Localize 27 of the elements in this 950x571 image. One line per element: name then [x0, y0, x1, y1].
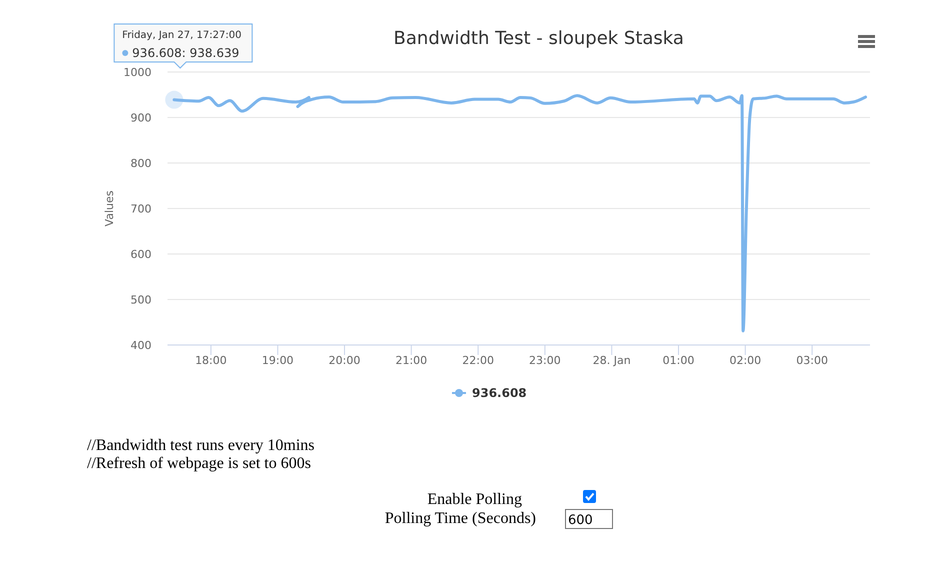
x-tick-label: 21:00 — [395, 354, 428, 367]
x-tick-label: 19:00 — [262, 354, 294, 367]
text: 936.608: 938.639 — [132, 46, 240, 60]
x-tick-label: 20:00 — [328, 354, 360, 367]
legend-label: 936.608 — [472, 386, 527, 400]
y-tick-label: 1000 — [124, 66, 152, 79]
y-tick-label: 700 — [130, 202, 152, 216]
x-tick-label: 01:00 — [662, 354, 694, 367]
text: Polling Time (Seconds) — [384, 510, 536, 527]
x-tick-label: 22:00 — [462, 354, 494, 367]
x-tick-label: 28. Jan — [592, 354, 631, 367]
text: Enable Polling — [427, 491, 522, 508]
text: 600 — [568, 513, 593, 528]
y-tick-label: 600 — [130, 248, 152, 261]
text: Friday, Jan 27, 17:27:00 — [122, 30, 242, 41]
text: //Bandwidth test runs every 10mins — [87, 437, 315, 454]
text: //Refresh of webpage is set to 600s — [87, 455, 311, 472]
x-tick-label: 03:00 — [796, 354, 828, 367]
y-tick-label: 900 — [130, 112, 152, 124]
x-tick-label: 02:00 — [729, 354, 762, 367]
y-tick-label: 800 — [130, 157, 152, 170]
x-tick-label: 23:00 — [529, 354, 561, 367]
y-tick-label: 400 — [130, 339, 152, 352]
y-tick-label: 500 — [130, 294, 152, 306]
chart-title: Bandwidth Test - sloupek Staska — [394, 28, 684, 49]
y-axis-title: Values — [103, 190, 116, 226]
x-tick-label: 18:00 — [195, 354, 227, 367]
